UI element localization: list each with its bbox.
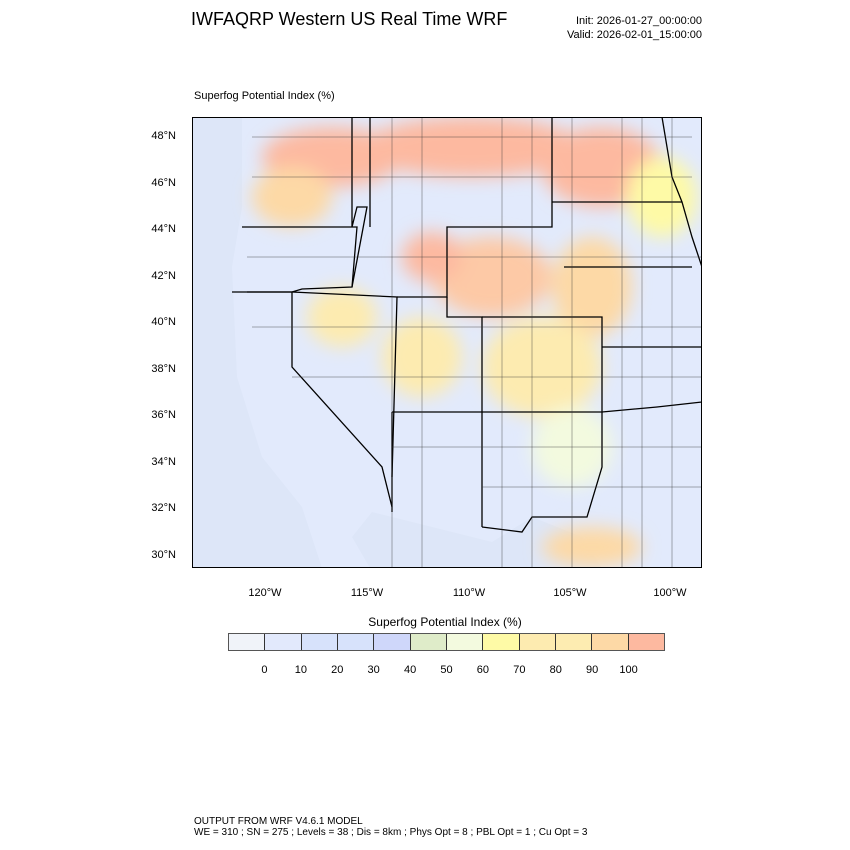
- colorbar-label: 90: [586, 664, 599, 676]
- colorbar-label: 50: [440, 664, 453, 676]
- colorbar-segment: [301, 634, 338, 650]
- state-borders: [232, 117, 702, 533]
- colorbar-segment: [483, 634, 520, 650]
- lat-label: 32°N: [151, 502, 176, 514]
- lon-label: 115°W: [350, 587, 384, 599]
- init-time: Init: 2026-01-27_00:00:00: [576, 15, 702, 27]
- superfog-map: [192, 117, 702, 568]
- colorbar-label: 70: [513, 664, 526, 676]
- colorbar-label: 20: [331, 664, 344, 676]
- colorbar-label: 60: [476, 664, 490, 676]
- colorbar-segment: [229, 634, 266, 650]
- plot-title: IWFAQRP Western US Real Time WRF: [191, 9, 508, 29]
- lat-label: 40°N: [151, 316, 176, 328]
- colorbar-title: Superfog Potential Index (%): [368, 615, 522, 629]
- colorbar-segment: [265, 634, 302, 650]
- map-frame: [192, 117, 702, 568]
- lat-label: 44°N: [151, 223, 176, 235]
- footer-model: OUTPUT FROM WRF V4.6.1 MODEL: [194, 816, 363, 827]
- lon-label: 105°W: [553, 587, 587, 599]
- lon-label: 120°W: [248, 587, 282, 599]
- colorbar-segment: [592, 634, 629, 650]
- lat-label: 42°N: [151, 270, 176, 282]
- footer: OUTPUT FROM WRF V4.6.1 MODEL WE = 310 ; …: [194, 816, 587, 838]
- lon-label: 100°W: [653, 587, 687, 599]
- colorbar-label: 40: [403, 664, 417, 676]
- footer-config: WE = 310 ; SN = 275 ; Levels = 38 ; Dis …: [194, 827, 588, 838]
- colorbar-segment: [410, 634, 447, 650]
- colorbar-segment: [446, 634, 484, 650]
- colorbar-label: 100: [619, 664, 638, 676]
- colorbar-segment: [555, 634, 593, 650]
- colorbar-label: 80: [549, 664, 562, 676]
- lat-label: 30°N: [151, 549, 176, 561]
- time-info: Init: 2026-01-27_00:00:00 Valid: 2026-02…: [567, 14, 702, 42]
- lat-label: 38°N: [151, 363, 176, 375]
- colorbar: [228, 633, 665, 651]
- colorbar-segment: [337, 634, 375, 650]
- valid-time: Valid: 2026-02-01_15:00:00: [567, 29, 702, 41]
- colorbar-segment: [519, 634, 556, 650]
- county-borders: [247, 117, 702, 567]
- lat-label: 48°N: [151, 130, 176, 142]
- map-subtitle: Superfog Potential Index (%): [194, 90, 335, 102]
- lon-label: 110°W: [452, 587, 486, 599]
- colorbar-segment: [628, 634, 664, 650]
- lat-label: 36°N: [151, 409, 176, 421]
- colorbar-segment: [374, 634, 411, 650]
- colorbar-label: 0: [261, 664, 268, 676]
- colorbar-label: 30: [367, 664, 380, 676]
- colorbar-label: 10: [294, 664, 307, 676]
- lat-label: 46°N: [151, 177, 176, 189]
- lat-label: 34°N: [151, 456, 176, 468]
